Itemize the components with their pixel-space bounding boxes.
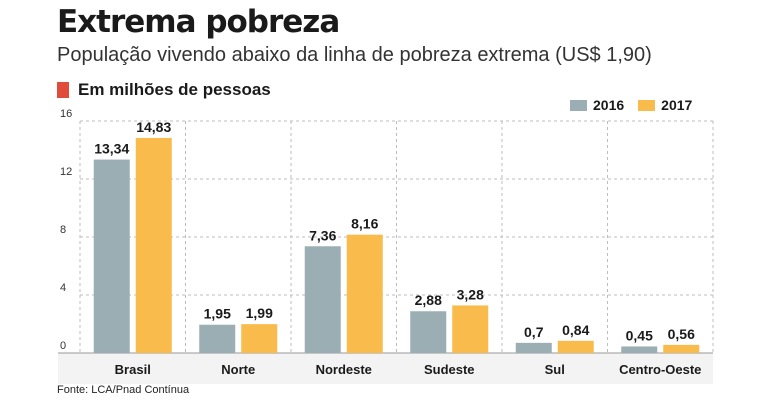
bar-sul-2017 (557, 340, 594, 353)
bar-norte-2017 (241, 324, 278, 353)
category-band (58, 353, 713, 384)
value-label-nordeste-2016: 7,36 (309, 227, 336, 243)
legend-label-2016: 2016 (593, 97, 625, 113)
bar-centro-oeste-2017 (663, 344, 700, 353)
value-label-brasil-2017: 14,83 (136, 119, 171, 135)
value-label-centro-oeste-2017: 0,56 (668, 326, 695, 342)
value-label-brasil-2016: 13,34 (94, 141, 129, 157)
bar-norte-2016 (199, 324, 236, 353)
category-label-sudeste: Sudeste (424, 362, 475, 377)
bar-nordeste-2017 (346, 234, 383, 353)
y-tick-label-8: 8 (60, 224, 66, 236)
category-label-sul: Sul (545, 362, 565, 377)
value-label-sudeste-2016: 2,88 (415, 292, 442, 308)
category-label-centro-oeste: Centro-Oeste (619, 362, 701, 377)
y-tick-label-16: 16 (60, 108, 72, 120)
legend-swatch-2016 (570, 99, 587, 111)
legend-item-2017: 2017 (638, 97, 692, 113)
value-label-sudeste-2017: 3,28 (457, 286, 484, 302)
bar-nordeste-2016 (304, 246, 341, 353)
category-label-brasil: Brasil (115, 362, 151, 377)
y-tick-label-0: 0 (60, 340, 66, 352)
source-note: Fonte: LCA/Pnad Contínua (57, 384, 190, 396)
value-label-norte-2017: 1,99 (246, 305, 273, 321)
legend-label-2017: 2017 (661, 97, 693, 113)
value-label-nordeste-2017: 8,16 (351, 216, 378, 232)
bar-brasil-2016 (93, 159, 130, 353)
legend-item-2016: 2016 (570, 97, 624, 113)
unit-label-text: Em milhões de pessoas (78, 80, 271, 99)
category-label-norte: Norte (221, 362, 255, 377)
bar-sul-2016 (515, 342, 552, 353)
chart-subtitle: População vivendo abaixo da linha de pob… (57, 44, 652, 66)
bar-centro-oeste-2016 (621, 346, 658, 353)
category-label-nordeste: Nordeste (316, 362, 372, 377)
unit-marker-icon (57, 82, 69, 98)
legend-swatch-2017 (638, 99, 656, 111)
y-tick-label-4: 4 (60, 282, 66, 294)
y-tick-label-12: 12 (60, 166, 72, 178)
bar-sudeste-2017 (452, 305, 489, 353)
value-label-sul-2017: 0,84 (562, 322, 589, 338)
value-label-sul-2016: 0,7 (524, 324, 544, 340)
bar-brasil-2017 (135, 137, 172, 353)
value-label-norte-2016: 1,95 (204, 306, 231, 322)
chart-title: Extrema pobreza (57, 4, 340, 40)
legend: 2016 2017 (570, 97, 706, 113)
bar-sudeste-2016 (410, 311, 447, 353)
value-label-centro-oeste-2016: 0,45 (626, 327, 653, 343)
unit-label: Em milhões de pessoas (57, 80, 271, 100)
